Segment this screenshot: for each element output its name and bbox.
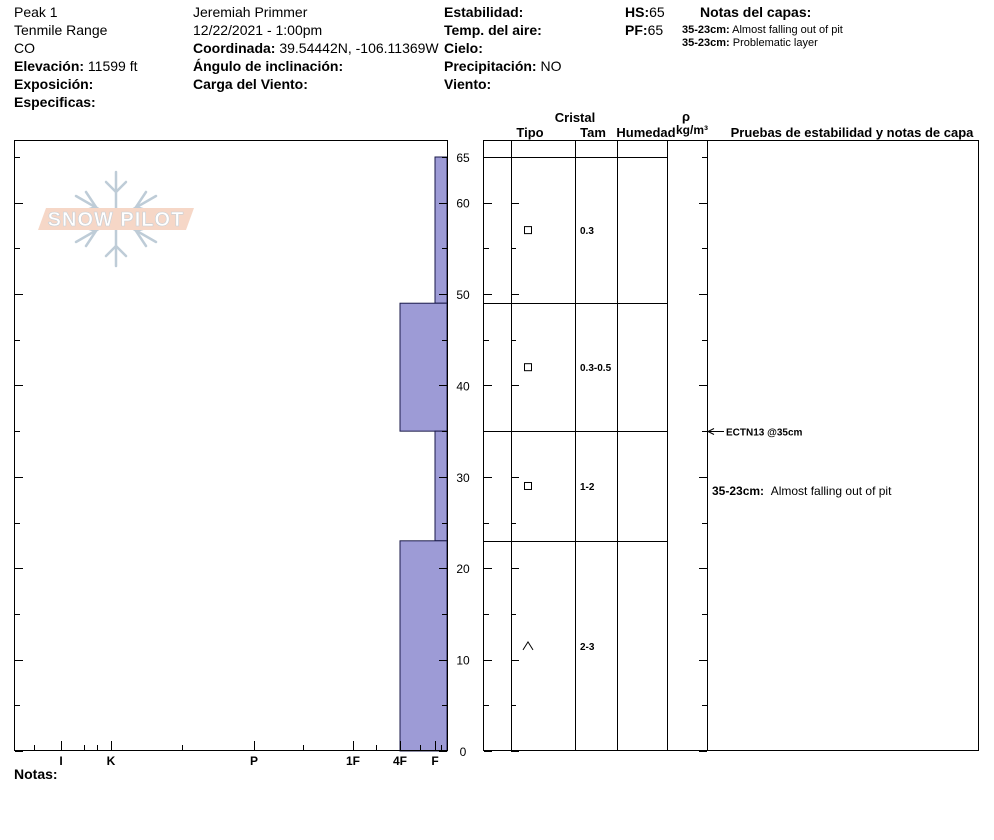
depth-label: 20 xyxy=(456,562,470,576)
hardness-bar-1 xyxy=(434,156,448,304)
hardness-plot-frame xyxy=(14,140,448,751)
moisture-header: Humedad xyxy=(616,125,675,140)
tests-header: Pruebas de estabilidad y notas de capa xyxy=(731,125,975,140)
layer-notes-title: Notas del capas: xyxy=(700,4,812,20)
depth-label: 40 xyxy=(456,379,470,393)
elevation-value: 11599 ft xyxy=(87,58,138,74)
hardness-label: P xyxy=(250,754,258,768)
pf: PF:65 xyxy=(625,22,663,38)
hardness-label: 4F xyxy=(393,754,407,768)
precip-label: Precipitación: xyxy=(444,58,537,74)
crystal-header: Cristal xyxy=(555,110,595,125)
size-header: Tam xyxy=(580,125,606,140)
air-temp-label: Temp. del aire: xyxy=(444,22,542,38)
test-result-label: ECTN13 @35cm xyxy=(726,428,803,439)
hardness-label: I xyxy=(59,754,62,768)
sky-label: Cielo: xyxy=(444,40,483,56)
elevation: Elevación: 11599 ft xyxy=(14,58,137,74)
coord-label: Coordinada: xyxy=(193,40,276,56)
depth-label: 30 xyxy=(456,471,470,485)
stability-label: Estabilidad: xyxy=(444,4,524,20)
grain-size-label: 0.3-0.5 xyxy=(580,363,612,374)
precipitation: Precipitación: NO xyxy=(444,58,561,74)
layer-table-frame xyxy=(483,140,979,751)
table-column-lines xyxy=(511,140,708,751)
wind-label: Viento: xyxy=(444,76,492,92)
specifics-label: Especificas: xyxy=(14,94,96,110)
hardness-label: K xyxy=(107,754,116,768)
precip-value: NO xyxy=(540,58,562,74)
hs-label: HS: xyxy=(625,4,650,20)
snowpilot-logo: SNOW PILOT xyxy=(38,170,194,268)
wind-load-label: Carga del Viento: xyxy=(193,76,308,92)
coordinates: Coordinada: 39.54442N, -106.11369W xyxy=(193,40,439,56)
range: Tenmile Range xyxy=(14,22,108,38)
coord-value: 39.54442N, -106.11369W xyxy=(279,40,439,56)
layer-note-2: 35-23cm: Problematic layer xyxy=(682,37,818,49)
grain-size-label: 1-2 xyxy=(580,482,595,493)
pf-value: 65 xyxy=(647,22,664,38)
depth-label: 50 xyxy=(456,288,470,302)
depth-label: 65 xyxy=(456,151,470,165)
slope-label: Ángulo de inclinación: xyxy=(193,58,344,74)
grain-size-label: 0.3 xyxy=(580,226,594,237)
logo-band xyxy=(38,208,194,230)
logo-text: SNOW PILOT xyxy=(48,209,185,231)
layer-comment-text: Almost falling out of pit xyxy=(771,484,892,498)
grain-type-caret-icon xyxy=(522,640,534,651)
state: CO xyxy=(14,40,35,56)
layer-comment: 35-23cm: Almost falling out of pit xyxy=(712,484,892,498)
depth-label: 0 xyxy=(460,745,467,759)
hs-value: 65 xyxy=(649,4,665,20)
type-header: Tipo xyxy=(516,125,543,140)
density-unit-header: kg/m³ xyxy=(676,123,708,137)
layer-note-1-text: Almost falling out of pit xyxy=(732,24,843,36)
rho-header: ρ xyxy=(682,109,690,124)
grain-size-label: 2-3 xyxy=(580,642,595,653)
elevation-label: Elevación: xyxy=(14,58,85,74)
grain-type-square-icon xyxy=(524,226,532,235)
grain-type-square-icon xyxy=(524,363,532,372)
layer-note-2-range: 35-23cm: xyxy=(682,37,730,49)
layer-note-1-range: 35-23cm: xyxy=(682,24,730,36)
layer-comment-range: 35-23cm: xyxy=(712,484,764,498)
notes-label: Notas: xyxy=(14,766,58,782)
observer: Jeremiah Primmer xyxy=(193,4,308,20)
hardness-bar-2 xyxy=(399,302,448,432)
layer-note-1: 35-23cm: Almost falling out of pit xyxy=(682,24,843,36)
location: Peak 1 xyxy=(14,4,58,20)
hardness-bar-4 xyxy=(399,540,448,752)
arrow-left-icon xyxy=(706,428,715,435)
grain-type-square-icon xyxy=(524,481,532,490)
depth-label: 60 xyxy=(456,197,470,211)
aspect-label: Exposición: xyxy=(14,76,94,92)
hardness-bar-3 xyxy=(434,430,448,542)
hs: HS:65 xyxy=(625,4,665,20)
layer-note-2-text: Problematic layer xyxy=(732,37,818,49)
depth-label: 10 xyxy=(456,654,470,668)
datetime: 12/22/2021 - 1:00pm xyxy=(193,22,323,38)
hardness-label: F xyxy=(431,754,438,768)
pf-label: PF: xyxy=(625,22,648,38)
hardness-label: 1F xyxy=(346,754,360,768)
